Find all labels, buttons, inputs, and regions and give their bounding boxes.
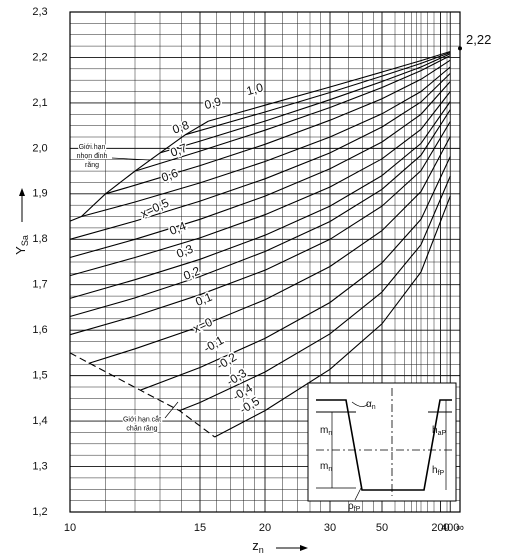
y-label-main: Y [13, 246, 28, 255]
curve-label: x=0 [191, 315, 215, 336]
inset-frame [307, 382, 457, 502]
inset-label: αn [366, 399, 376, 411]
axis-arrow-head [300, 545, 308, 551]
tooth-profile [316, 399, 452, 491]
inset-subscript: n [372, 404, 376, 411]
y-label-sub: Sa [20, 235, 30, 246]
angle-arc [351, 401, 369, 407]
inset-subscript: fP [438, 470, 445, 477]
y-tick-label: 1,6 [32, 324, 47, 336]
curve [214, 195, 451, 438]
x-tick-label: 30 [324, 522, 336, 534]
x-tick-label: 20 [259, 522, 271, 534]
y-tick-label: 1,8 [32, 233, 47, 245]
y-tick-label: 2,0 [32, 142, 47, 154]
annotation-line: chân răng [126, 425, 157, 432]
curve [81, 66, 451, 218]
inset-label: mn [320, 461, 332, 473]
x-label-sub: n [259, 545, 264, 555]
x-axis-label: zn [252, 538, 264, 555]
y-tick-label: 2,3 [32, 6, 47, 18]
curve [69, 73, 451, 240]
inset-subscript: fP [354, 506, 361, 513]
annotation-line: nhọn đỉnh [77, 152, 108, 160]
curves [69, 50, 451, 438]
curve [69, 81, 451, 259]
x-tick-label: 400 [441, 522, 459, 534]
curve-label: 1,0 [245, 80, 265, 98]
curve-label: 0,6 [159, 166, 180, 185]
inset-symbol: m [320, 425, 328, 436]
curve [88, 136, 451, 364]
limit-curve [69, 120, 209, 222]
curve [69, 109, 451, 318]
curve [69, 121, 451, 336]
x-axis-title: zn [252, 538, 308, 555]
curve [105, 59, 451, 195]
inset-subscript: n [328, 466, 332, 473]
y-tick-label: 1,7 [32, 279, 47, 291]
inset-symbol: α [366, 399, 372, 410]
y-axis-title: YSa [13, 188, 30, 255]
curve [69, 91, 451, 277]
x-tick-label: ∞ [456, 522, 464, 534]
curve-label: 0,2 [181, 263, 202, 282]
y-axis-label: YSa [13, 235, 30, 255]
annotation-line: Giới hạn [79, 144, 106, 151]
curve-label: -0,1 [201, 333, 226, 356]
x-tick-label: 10 [64, 522, 76, 534]
axis-arrow-head [19, 188, 25, 196]
inset [307, 382, 457, 502]
leader [354, 487, 362, 501]
y-tick-label: 2,1 [32, 97, 47, 109]
endpoint [458, 46, 462, 51]
inset-label: haP [432, 425, 446, 437]
y-tick-label: 2,2 [32, 51, 47, 63]
inset-label: hfP [432, 465, 445, 477]
leader [164, 401, 179, 419]
plot-frame [69, 11, 461, 513]
curve-label: 0,1 [193, 289, 214, 308]
x-label-main: z [252, 538, 259, 553]
curve [208, 50, 451, 122]
curve-label: 0,9 [203, 94, 223, 112]
x-tick-label: 15 [194, 522, 206, 534]
annotation-line: Giới hạn cắt [123, 414, 161, 423]
y-tick-label: 1,4 [32, 415, 47, 427]
y-tick-label: 1,3 [32, 460, 47, 472]
limit-annotation: Giới hạn cắt chân răng [123, 414, 161, 432]
y-tick-label: 1,9 [32, 188, 47, 200]
curve [179, 175, 451, 412]
x-tick-label: 50 [376, 522, 388, 534]
inset-subscript: n [328, 430, 332, 437]
curve-label: 0,7 [168, 141, 189, 160]
curve [69, 101, 451, 299]
inset-symbol: m [320, 461, 328, 472]
y-tick-label: 1,2 [32, 506, 47, 518]
limit-curve [69, 352, 216, 438]
limit-annotation: Giới hạn nhọn đỉnh răng [77, 144, 108, 169]
inset-label: ρfP [348, 501, 361, 513]
curve [134, 55, 451, 172]
inset-symbol: ρ [348, 501, 354, 512]
y-tick-label: 1,5 [32, 370, 47, 382]
inset-subscript: aP [438, 430, 447, 437]
curve [140, 156, 451, 391]
inset-symbol: h [432, 465, 438, 476]
leader [111, 157, 151, 161]
curve-label: 0,4 [167, 218, 188, 237]
endpoint-label: 2,22 [466, 32, 491, 47]
x-tick-label: 200 [431, 522, 449, 534]
annotation-line: răng [85, 162, 99, 169]
inset-symbol: h [432, 425, 438, 436]
curve [159, 53, 451, 154]
curve [185, 51, 451, 136]
inset-label: mn [320, 425, 332, 437]
